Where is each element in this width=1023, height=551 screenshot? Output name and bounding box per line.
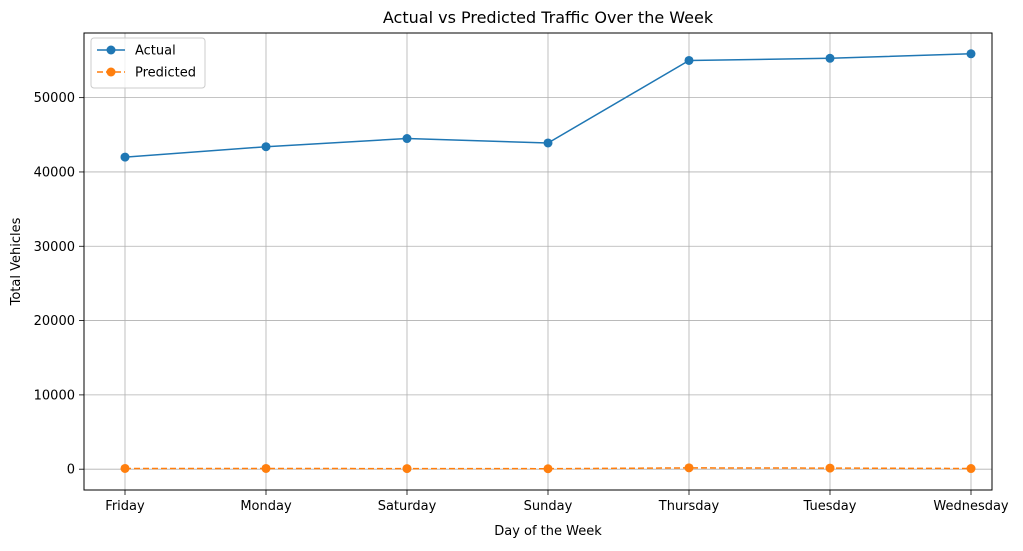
data-point-actual [261,142,271,152]
y-tick-label: 50000 [34,91,75,106]
legend-marker-actual [106,45,116,55]
axis-ticks: Friday Monday Saturday Sunday Thursday Tuesda… [34,91,1009,514]
x-axis-label: Day of the Week [494,524,602,539]
y-tick-label: 30000 [34,240,75,255]
legend-label-predicted: Predicted [135,66,196,81]
y-tick-label: 20000 [34,314,75,329]
x-tick-label: Wednesday [933,499,1009,514]
data-point-actual [684,55,694,65]
data-point-predicted [120,463,130,473]
data-point-predicted [543,464,553,474]
data-point-predicted [684,463,694,473]
data-point-predicted [402,464,412,474]
x-tick-label: Tuesday [803,499,857,514]
data-point-actual [966,49,976,59]
x-tick-label: Sunday [524,499,573,514]
data-point-actual [825,53,835,63]
series-group [120,49,976,474]
data-point-actual [402,134,412,144]
plot-frame [83,32,993,491]
y-axis-label: Total Vehicles [9,217,24,306]
data-point-predicted [261,463,271,473]
data-point-actual [120,152,130,162]
y-tick-label: 10000 [34,388,75,403]
y-tick-label: 40000 [34,165,75,180]
legend-label-actual: Actual [135,44,176,59]
x-tick-label: Thursday [658,499,720,514]
data-point-predicted [825,463,835,473]
y-tick-label: 0 [67,463,75,478]
legend-marker-predicted [106,67,116,77]
legend: Actual Predicted [90,37,206,89]
x-tick-label: Saturday [378,499,437,514]
data-point-predicted [966,464,976,474]
data-point-actual [543,138,553,148]
chart-title: Actual vs Predicted Traffic Over the Wee… [383,8,714,27]
x-tick-label: Monday [240,499,292,514]
x-tick-label: Friday [105,499,145,514]
